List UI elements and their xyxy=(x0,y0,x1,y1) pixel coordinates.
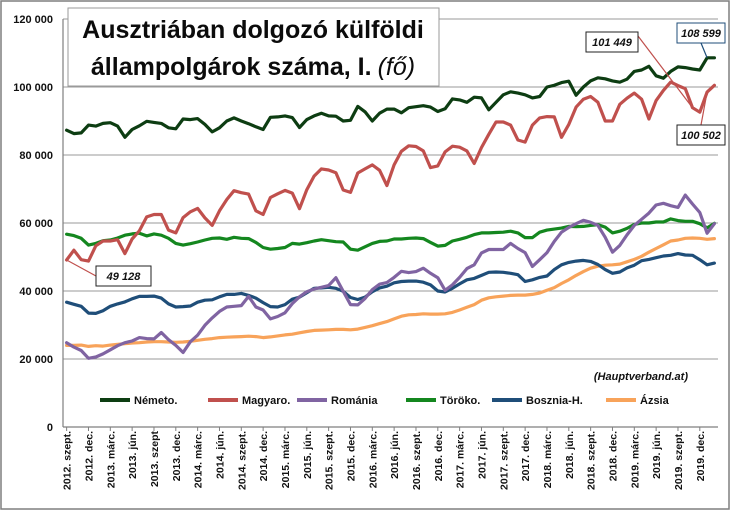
x-tick-label: 2017. szept. xyxy=(498,431,510,490)
callout-leader xyxy=(700,91,708,126)
callout-box xyxy=(585,31,639,53)
x-tick-label: 2014. jún. xyxy=(214,431,226,479)
series-line-3 xyxy=(64,217,717,252)
x-tick-label: 2015. dec. xyxy=(345,431,357,481)
x-tick-label: 2013. jún. xyxy=(127,431,139,479)
callouts: 49 128 101 449 108 599 100 502 xyxy=(66,22,726,287)
x-tick-label: 2019. márc. xyxy=(629,431,641,488)
x-axis-ticks: 2012. szept. 2012. dec. 2013. márc. 2013. j… xyxy=(62,427,707,490)
x-tick-label: 2015. jún. xyxy=(302,431,314,479)
chart-title: Ausztriában dolgozó külföldi állampolgár… xyxy=(67,7,440,87)
y-tick-label: 80 000 xyxy=(19,150,53,162)
legend: Németo. Magyaro. Románia Törökо. Bosznia-H. Á… xyxy=(100,394,670,407)
title-line-2-main: állampolgárok száma, I. xyxy=(91,53,372,81)
callout-box xyxy=(676,22,726,44)
y-tick-label: 0 xyxy=(47,422,53,434)
x-tick-label: 2019. jún. xyxy=(651,431,663,479)
x-tick-label: 2013. márc. xyxy=(105,431,117,488)
legend-label: Törökо. xyxy=(440,395,480,407)
callout-label: 108 599 xyxy=(681,28,722,40)
x-tick-label: 2015. szept. xyxy=(324,431,336,490)
title-box xyxy=(67,7,440,87)
x-tick-label: 2017. dec. xyxy=(520,431,532,481)
x-tick-label: 2014. márc. xyxy=(193,431,205,488)
x-tick-label: 2017. jún. xyxy=(476,431,488,479)
x-tick-label: 2013. szept xyxy=(149,431,161,488)
legend-label: Németo. xyxy=(134,395,177,407)
x-tick-label: 2014. szept. xyxy=(236,431,248,490)
x-tick-label: 2016. jún. xyxy=(389,431,401,479)
x-tick-label: 2018. márc. xyxy=(542,431,554,488)
y-tick-label: 20 000 xyxy=(19,354,53,366)
legend-label: Bosznia-H. xyxy=(526,395,583,407)
callout-leader xyxy=(66,259,97,277)
x-tick-label: 2016. márc. xyxy=(367,431,379,488)
callout-box xyxy=(676,124,726,146)
x-tick-label: 2018. dec. xyxy=(607,431,619,481)
legend-label: Ázsia xyxy=(640,394,670,407)
x-tick-label: 2018. szept. xyxy=(586,431,598,490)
y-axis-ticks: 0 20 000 40 000 60 000 80 000 100 000 120 000 xyxy=(13,14,53,434)
x-tick-label: 2019. dec. xyxy=(695,431,707,481)
callout-label: 49 128 xyxy=(106,271,142,283)
series-line-1 xyxy=(64,80,717,263)
legend-label: Románia xyxy=(331,395,378,407)
x-tick-label: 2015. márc. xyxy=(280,431,292,488)
callout-label: 100 502 xyxy=(681,130,721,142)
series-line-5 xyxy=(64,236,717,348)
x-tick-label: 2018. jún. xyxy=(564,431,576,479)
y-tick-label: 120 000 xyxy=(13,14,53,26)
callout-leader xyxy=(700,42,708,58)
x-tick-label: 2016. dec. xyxy=(433,431,445,481)
x-tick-label: 2016. szept. xyxy=(411,431,423,490)
source-label: (Hauptverband.at) xyxy=(594,371,688,383)
y-tick-label: 100 000 xyxy=(13,82,53,94)
x-tick-label: 2017. márc. xyxy=(455,431,467,488)
title-line-1: Ausztriában dolgozó külföldi xyxy=(82,16,424,44)
legend-label: Magyaro. xyxy=(242,395,290,407)
x-tick-label: 2019. szept. xyxy=(673,431,685,490)
x-tick-label: 2013. dec. xyxy=(171,431,183,481)
x-tick-label: 2014. dec. xyxy=(258,431,270,481)
title-unit: (fő) xyxy=(378,53,416,81)
x-tick-label: 2012. dec. xyxy=(83,431,95,481)
series-line-0 xyxy=(64,56,717,139)
callout-box xyxy=(95,265,152,287)
series-line-2 xyxy=(64,193,717,360)
title-line-2: állampolgárok száma, I. (fő) xyxy=(91,53,415,81)
series-line-4 xyxy=(64,252,717,315)
gridlines xyxy=(62,18,718,428)
y-tick-label: 60 000 xyxy=(19,218,53,230)
callout-leader xyxy=(637,35,694,109)
y-tick-label: 40 000 xyxy=(19,286,53,298)
x-tick-label: 2012. szept. xyxy=(62,431,74,490)
series-lines xyxy=(64,56,717,360)
callout-label: 101 449 xyxy=(592,37,633,49)
